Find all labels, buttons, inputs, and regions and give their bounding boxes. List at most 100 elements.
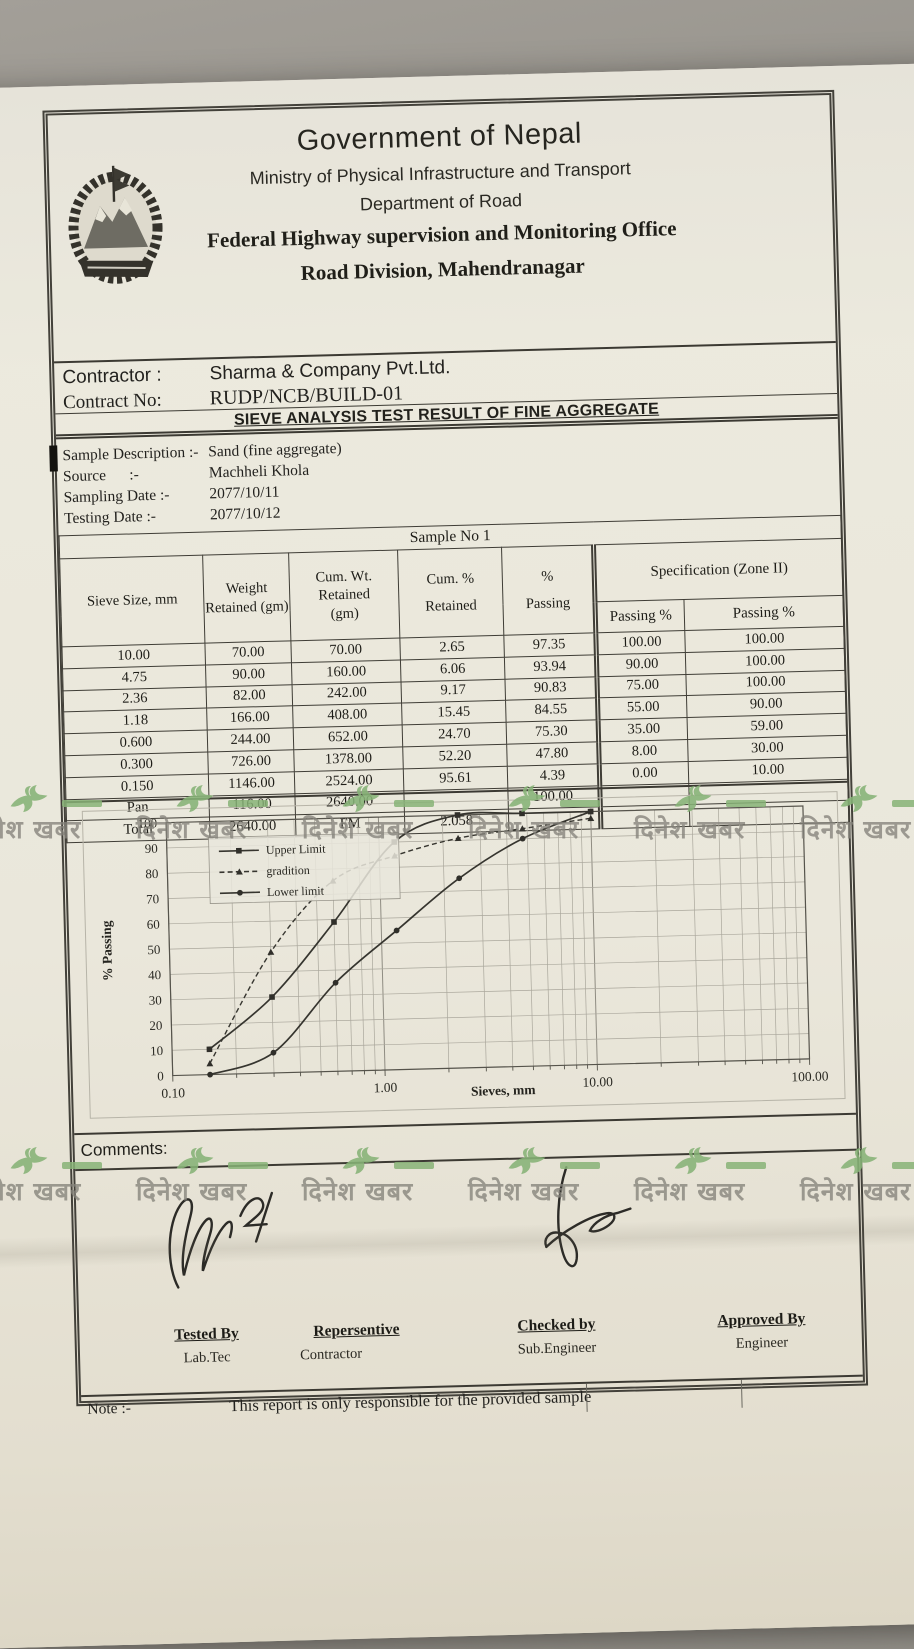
- table-cell: 70.00: [205, 641, 292, 665]
- x-axis-label: Sieves, mm: [471, 1082, 537, 1099]
- note-text: This report is only responsible for the …: [229, 1384, 592, 1419]
- signature-section: Tested By Lab.Tec Repersentive Contracto…: [75, 1151, 863, 1395]
- table-cell: 244.00: [207, 728, 294, 752]
- tested-by-signature: [158, 1180, 291, 1299]
- contract-no-value: RUDP/NCB/BUILD-01: [209, 382, 403, 409]
- table-cell: 9.17: [401, 679, 506, 704]
- table-cell: 8.00: [599, 739, 689, 763]
- table-cell: 93.94: [504, 655, 597, 679]
- tested-by-block: Tested By Lab.Tec: [131, 1324, 282, 1369]
- table-cell: 90.00: [596, 652, 686, 676]
- table-cell: 24.70: [402, 722, 507, 747]
- table-cell: 47.80: [507, 742, 600, 766]
- svg-text:70: 70: [146, 891, 159, 906]
- spec-header: Specification (Zone II): [593, 538, 842, 601]
- table-cell: 90.83: [505, 676, 598, 700]
- spec-passing-upper-header: Passing %: [684, 595, 844, 630]
- table-cell: 408.00: [293, 703, 403, 728]
- representative-block: Repersentive Contractor: [281, 1320, 432, 1365]
- svg-text:20: 20: [149, 1018, 162, 1033]
- approved-by-block: Approved By Engineer: [686, 1309, 837, 1354]
- contract-no-label: Contract No:: [63, 387, 206, 415]
- table-cell: 242.00: [292, 682, 402, 707]
- table-cell: 97.35: [504, 633, 597, 657]
- checked-by-block: Checked by Sub.Engineer: [481, 1315, 632, 1360]
- tested-by-title: Tested By: [131, 1324, 281, 1346]
- sample-description-value: Sand (fine aggregate): [208, 440, 342, 460]
- table-cell: 100.00: [596, 631, 686, 655]
- gradation-chart-section: 0 10 20 30 40 50 60 70 80 90 100 0.10 1.00 10.00 100.0…: [66, 781, 856, 1133]
- nepal-emblem: [64, 147, 166, 290]
- svg-text:0.10: 0.10: [161, 1085, 185, 1101]
- table-cell: 52.20: [403, 744, 508, 769]
- spec-passing-lower-header: Passing %: [595, 600, 685, 633]
- col-header-cum-wt-retained: Cum. Wt. Retained(gm): [289, 550, 400, 641]
- report-form: Government of Nepal Ministry of Physical…: [42, 90, 868, 1406]
- table-cell: 166.00: [207, 706, 294, 730]
- svg-text:100: 100: [137, 815, 157, 831]
- svg-text:10.00: 10.00: [582, 1074, 613, 1090]
- sampling-date-value: 2077/10/11: [209, 484, 279, 503]
- letterhead: Government of Nepal Ministry of Physical…: [48, 111, 836, 361]
- table-cell: 652.00: [293, 725, 403, 750]
- y-axis-label: % Passing: [99, 920, 116, 981]
- table-cell: 6.06: [400, 657, 505, 682]
- svg-text:50: 50: [147, 942, 160, 957]
- col-header-cum-pct-retained: Cum. %Retained: [398, 547, 504, 638]
- legend-label: gradition: [266, 863, 310, 878]
- contractor-value: Sharma & Company Pvt.Ltd.: [209, 357, 450, 384]
- photo-background: Government of Nepal Ministry of Physical…: [0, 0, 914, 1528]
- table-cell: 15.45: [402, 701, 507, 726]
- table-cell: 84.55: [506, 698, 599, 722]
- svg-text:100.00: 100.00: [791, 1068, 829, 1084]
- table-cell: 75.00: [597, 674, 687, 698]
- svg-text:30: 30: [149, 992, 162, 1007]
- gradation-chart: 0 10 20 30 40 50 60 70 80 90 100 0.10 1.00 10.00 100.0…: [66, 783, 856, 1135]
- col-header-sieve-size: Sieve Size, mm: [60, 555, 205, 647]
- svg-text:90: 90: [145, 841, 158, 856]
- table-cell: 4.39: [507, 764, 600, 788]
- approved-by-role: Engineer: [687, 1333, 837, 1354]
- representative-title: Repersentive: [281, 1320, 431, 1342]
- table-cell: 160.00: [291, 660, 401, 685]
- table-cell: 75.30: [506, 720, 599, 744]
- svg-text:0: 0: [157, 1068, 164, 1083]
- scan-artifact: [49, 445, 58, 471]
- svg-text:1.00: 1.00: [373, 1080, 397, 1096]
- checked-by-title: Checked by: [481, 1315, 631, 1337]
- legend-label: Upper Limit: [266, 841, 327, 857]
- table-cell: 2524.00: [294, 769, 404, 794]
- table-cell: 726.00: [208, 750, 295, 774]
- tested-by-role: Lab.Tec: [132, 1348, 282, 1369]
- table-cell: 35.00: [598, 718, 688, 742]
- note-divider: [741, 1380, 743, 1408]
- legend-label: Lower limit: [267, 884, 325, 900]
- table-cell: 95.61: [403, 766, 508, 791]
- table-cell: 70.00: [291, 638, 401, 663]
- source-value: Machheli Khola: [209, 462, 310, 482]
- checked-by-role: Sub.Engineer: [482, 1339, 632, 1360]
- representative-role: Contractor: [282, 1344, 432, 1365]
- svg-text:60: 60: [147, 917, 160, 932]
- svg-text:10: 10: [150, 1043, 163, 1058]
- paper-sheet: Government of Nepal Ministry of Physical…: [0, 63, 914, 1649]
- table-cell: 82.00: [206, 684, 293, 708]
- col-header-pct-passing: %Passing: [502, 545, 596, 635]
- tilted-document: Government of Nepal Ministry of Physical…: [0, 0, 914, 1540]
- table-cell: 2.65: [400, 635, 505, 660]
- testing-date-value: 2077/10/12: [210, 505, 281, 524]
- table-cell: 1378.00: [294, 747, 404, 772]
- svg-text:80: 80: [145, 866, 158, 881]
- table-cell: 55.00: [598, 696, 688, 720]
- table-cell: 0.00: [599, 761, 689, 785]
- note-label: Note :-: [87, 1396, 131, 1423]
- checked-by-signature: [503, 1156, 646, 1290]
- chart-legend: Upper Limit gradition Lower limit: [209, 833, 401, 904]
- comments-label: Comments:: [80, 1139, 167, 1160]
- table-cell: 90.00: [205, 663, 292, 687]
- svg-text:40: 40: [148, 967, 161, 982]
- table-cell: 1146.00: [208, 772, 295, 796]
- approved-by-title: Approved By: [686, 1309, 836, 1331]
